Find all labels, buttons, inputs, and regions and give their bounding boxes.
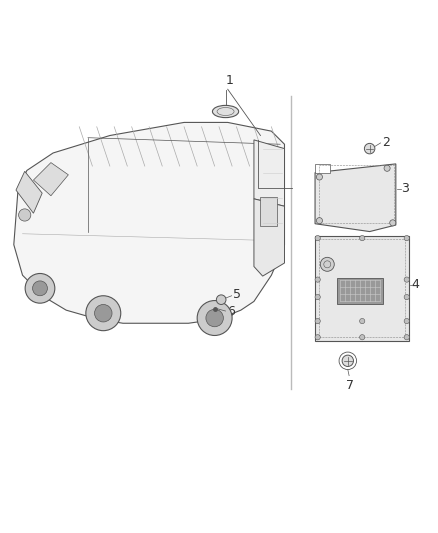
Polygon shape xyxy=(315,164,330,173)
Circle shape xyxy=(404,236,410,241)
Circle shape xyxy=(320,257,334,271)
Circle shape xyxy=(315,277,320,282)
Polygon shape xyxy=(16,171,42,213)
Polygon shape xyxy=(254,199,285,276)
Polygon shape xyxy=(254,140,285,206)
Text: 7: 7 xyxy=(346,379,354,392)
Circle shape xyxy=(197,301,232,335)
Ellipse shape xyxy=(212,106,239,118)
Polygon shape xyxy=(315,164,396,231)
Bar xyxy=(315,236,409,341)
Circle shape xyxy=(95,304,112,322)
Circle shape xyxy=(25,273,55,303)
Circle shape xyxy=(315,294,320,300)
Text: 6: 6 xyxy=(227,305,235,318)
Circle shape xyxy=(360,236,365,241)
Circle shape xyxy=(360,318,365,324)
Circle shape xyxy=(32,281,47,296)
Circle shape xyxy=(404,335,410,340)
Bar xyxy=(318,239,406,337)
Polygon shape xyxy=(33,163,68,196)
Text: 2: 2 xyxy=(382,135,390,149)
Bar xyxy=(260,197,277,227)
Circle shape xyxy=(390,220,396,226)
Text: 4: 4 xyxy=(411,278,419,292)
Circle shape xyxy=(404,294,410,300)
Circle shape xyxy=(342,355,353,367)
Circle shape xyxy=(404,318,410,324)
Circle shape xyxy=(315,236,320,241)
Circle shape xyxy=(384,165,390,171)
Circle shape xyxy=(18,209,31,221)
Circle shape xyxy=(404,277,410,282)
Circle shape xyxy=(86,296,121,330)
Circle shape xyxy=(364,143,375,154)
Text: 1: 1 xyxy=(226,74,234,87)
Bar xyxy=(337,278,383,304)
Circle shape xyxy=(316,174,322,180)
Circle shape xyxy=(316,217,322,224)
Circle shape xyxy=(216,295,226,304)
Circle shape xyxy=(315,335,320,340)
Circle shape xyxy=(315,318,320,324)
Text: 3: 3 xyxy=(402,182,410,195)
Polygon shape xyxy=(14,123,285,323)
Circle shape xyxy=(206,309,223,327)
Circle shape xyxy=(360,335,365,340)
Text: 5: 5 xyxy=(233,288,241,301)
